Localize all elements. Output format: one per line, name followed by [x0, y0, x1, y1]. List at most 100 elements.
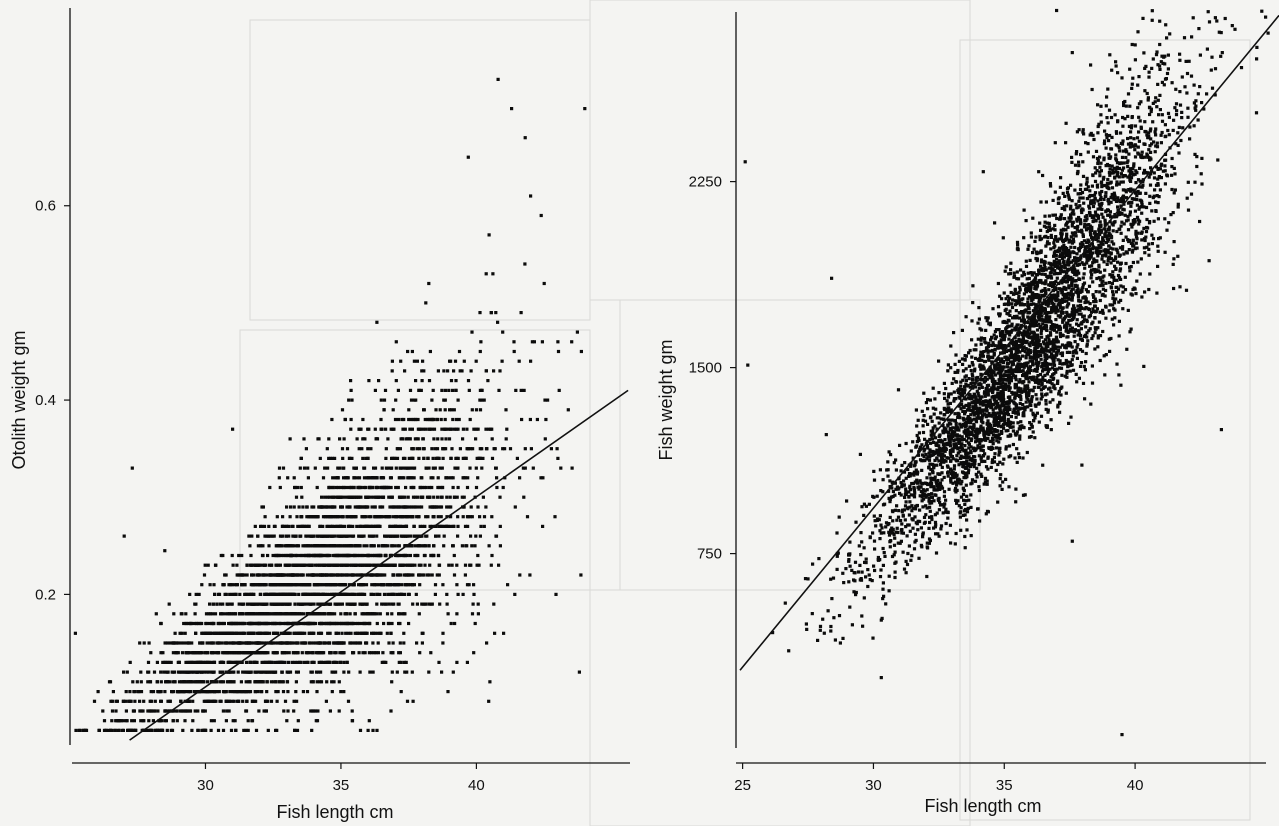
data-point [249, 553, 253, 558]
data-point [904, 571, 908, 575]
data-point [878, 468, 882, 472]
data-point [239, 680, 243, 684]
data-point [388, 583, 392, 587]
data-point [299, 485, 303, 490]
data-point [296, 670, 300, 674]
data-point [272, 621, 276, 626]
data-point [260, 612, 264, 616]
data-point [1178, 90, 1182, 94]
data-point [312, 641, 316, 645]
data-point [328, 651, 332, 655]
data-point [227, 612, 231, 616]
data-point [413, 553, 417, 558]
data-point [335, 660, 339, 664]
data-point [1126, 218, 1130, 222]
data-point [464, 544, 468, 548]
data-point [463, 524, 468, 528]
data-point [135, 680, 139, 684]
data-point [348, 612, 352, 616]
data-point [927, 526, 931, 530]
data-point [382, 485, 386, 490]
data-point [351, 524, 355, 528]
data-point [1099, 245, 1103, 249]
data-point [393, 563, 397, 567]
data-point [312, 534, 316, 538]
data-point [260, 524, 264, 528]
data-point [338, 651, 342, 655]
data-point [427, 466, 431, 470]
data-point [1090, 87, 1094, 92]
data-point [77, 728, 81, 732]
data-point [359, 495, 363, 499]
data-point [1147, 148, 1151, 152]
data-point [870, 579, 874, 583]
data-point [1054, 305, 1058, 309]
data-point [1119, 180, 1123, 184]
data-point [294, 651, 298, 655]
data-point [299, 456, 303, 460]
data-point [273, 670, 278, 674]
data-point [220, 641, 224, 645]
data-point [994, 468, 998, 472]
data-point [1088, 302, 1092, 306]
data-point [268, 583, 272, 587]
data-point [128, 660, 132, 664]
data-point [452, 553, 456, 558]
data-point [236, 621, 240, 626]
data-point [417, 456, 421, 460]
data-point [478, 349, 482, 354]
data-point [209, 690, 214, 694]
data-point [274, 641, 278, 645]
data-point [387, 563, 391, 567]
data-point [451, 417, 455, 422]
data-point [579, 349, 583, 354]
data-point [233, 719, 237, 723]
data-point [482, 398, 486, 402]
data-point [452, 524, 456, 528]
data-point [321, 524, 325, 528]
data-point [997, 453, 1001, 457]
data-point [284, 651, 288, 655]
data-point [929, 467, 933, 472]
data-point [181, 690, 186, 694]
data-point [933, 424, 937, 428]
data-point [319, 621, 324, 626]
data-point [554, 592, 558, 596]
data-point [417, 612, 421, 616]
data-point [352, 476, 356, 480]
data-point [163, 641, 167, 645]
data-point [848, 605, 852, 609]
data-point [312, 553, 316, 558]
data-point [1069, 329, 1073, 333]
data-point [399, 534, 403, 538]
data-point [360, 515, 364, 519]
data-point [430, 447, 434, 451]
data-point [456, 427, 460, 431]
data-point [265, 573, 269, 577]
data-point [309, 680, 313, 684]
data-point [1073, 188, 1077, 192]
data-point [1011, 429, 1015, 433]
data-point [391, 534, 395, 538]
data-point [413, 534, 417, 538]
data-point [445, 505, 449, 509]
data-point [907, 490, 911, 494]
data-point [339, 641, 344, 645]
data-point [469, 563, 473, 567]
data-point [318, 456, 322, 460]
data-point [1168, 32, 1172, 36]
data-point [338, 544, 342, 548]
data-point [390, 670, 394, 674]
data-point [420, 524, 425, 528]
data-point [201, 680, 205, 684]
data-point [324, 660, 328, 664]
data-point [864, 557, 868, 561]
data-point [270, 602, 274, 606]
data-point [188, 690, 192, 694]
data-point [1060, 206, 1064, 210]
data-point [330, 417, 334, 422]
data-point [218, 670, 222, 674]
data-point [478, 456, 482, 460]
data-point [259, 651, 263, 655]
data-point [329, 456, 333, 460]
